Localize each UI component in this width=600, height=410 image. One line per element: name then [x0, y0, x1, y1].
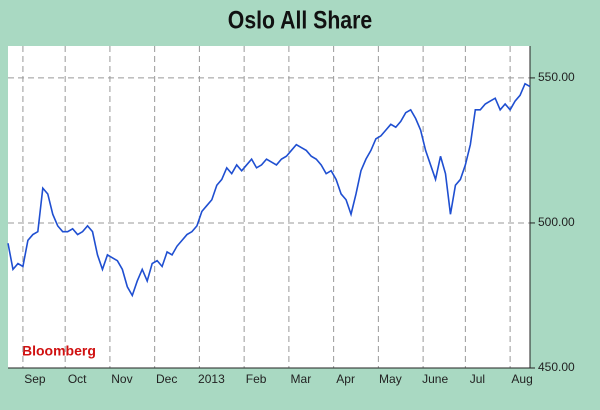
x-tick-label: Apr: [336, 372, 355, 386]
x-tick-label: Aug: [511, 372, 532, 386]
y-tick-label: 550.00: [538, 70, 575, 84]
x-tick-label: Feb: [246, 372, 267, 386]
x-tick-label: Nov: [111, 372, 132, 386]
chart-title: Oslo All Share: [228, 6, 372, 34]
source-label: Bloomberg: [22, 343, 96, 359]
y-tick-label: 500.00: [538, 215, 575, 229]
x-tick-label: Dec: [156, 372, 177, 386]
x-tick-label: 2013: [198, 372, 225, 386]
y-tick-label: 450.00: [538, 360, 575, 374]
x-tick-label: Oct: [68, 372, 87, 386]
x-tick-label: Sep: [24, 372, 46, 386]
x-tick-label: May: [379, 372, 402, 386]
line-series: [7, 82, 531, 298]
x-tick-label: June: [422, 372, 448, 386]
x-tick-label: Jul: [470, 372, 485, 386]
plot-area: [8, 46, 530, 368]
x-tick-label: Mar: [291, 372, 312, 386]
